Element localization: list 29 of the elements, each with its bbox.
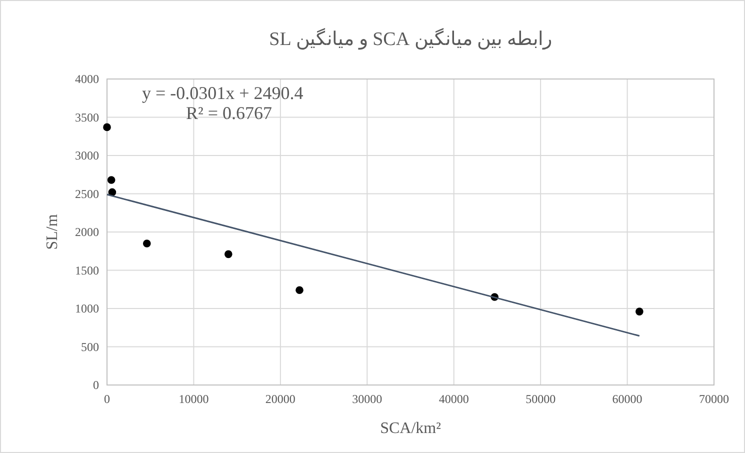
x-tick-label: 40000	[438, 392, 469, 406]
point	[107, 176, 116, 184]
point	[636, 308, 644, 316]
point	[108, 188, 116, 196]
x-tick-label: 20000	[265, 392, 296, 406]
point	[103, 123, 111, 132]
x-axis-title: SCA/km²	[380, 420, 442, 437]
y-tick-label: 1500	[75, 263, 99, 278]
x-tick-label: 10000	[178, 392, 209, 406]
y-tick-label: 0	[93, 378, 99, 392]
x-tick-label: 30000	[352, 392, 382, 406]
y-tick-label: 2000	[75, 225, 99, 240]
annotation: y = -0.0301x + 2490.4	[142, 83, 304, 103]
y-tick-label: 3000	[75, 148, 99, 163]
x-tick-label: 70000	[699, 392, 729, 406]
y-tick-label: 1000	[75, 302, 99, 316]
point	[142, 240, 151, 248]
point	[224, 250, 232, 258]
x-tick-label: 50000	[526, 392, 556, 406]
chart-title: رابطه بین میانگین SCA و میانگین SL	[269, 27, 552, 50]
y-tick-label: 500	[81, 340, 99, 354]
point	[296, 286, 304, 294]
y-axis-title: SL/m	[44, 214, 61, 250]
annotation: R² = 0.6767	[186, 103, 272, 123]
y-tick-label: 2500	[75, 186, 99, 201]
x-tick-label: 60000	[612, 392, 642, 406]
y-tick-label: 3500	[75, 110, 99, 124]
y-tick-label: 4000	[75, 72, 99, 86]
x-tick-label: 0	[104, 392, 110, 406]
